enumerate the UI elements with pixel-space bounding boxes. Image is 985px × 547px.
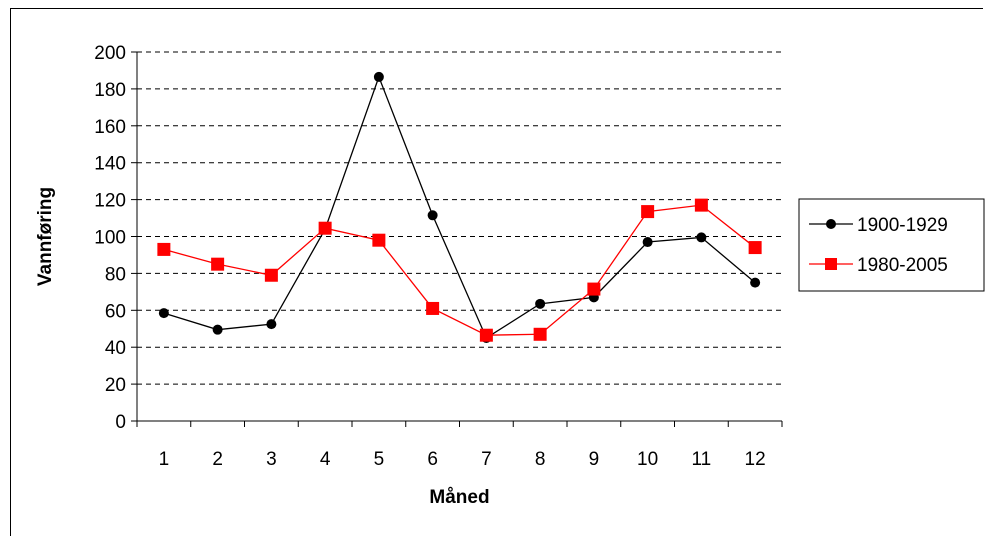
x-tick-label: 4 bbox=[320, 449, 331, 470]
data-point-circle bbox=[158, 308, 169, 319]
data-point-square bbox=[533, 327, 547, 341]
series-line bbox=[163, 204, 756, 336]
data-point-square bbox=[694, 198, 708, 212]
data-point-circle bbox=[642, 237, 653, 248]
data-point-square bbox=[211, 257, 225, 271]
y-tick-label: 60 bbox=[105, 301, 126, 322]
y-tick-label: 20 bbox=[105, 375, 126, 396]
x-tick-label: 11 bbox=[692, 449, 712, 470]
x-tick-label: 6 bbox=[427, 449, 438, 470]
data-point-square bbox=[587, 282, 601, 296]
legend-marker-circle bbox=[826, 219, 836, 229]
y-tick-label: 100 bbox=[94, 228, 126, 249]
data-point-square bbox=[157, 242, 171, 256]
x-tick-label: 8 bbox=[535, 449, 546, 470]
legend-marker-square bbox=[825, 258, 837, 270]
data-point-circle bbox=[266, 319, 277, 330]
y-tick-label: 160 bbox=[94, 117, 126, 138]
legend-label: 1900-1929 bbox=[857, 215, 948, 236]
x-tick-label: 9 bbox=[589, 449, 600, 470]
y-tick-label: 80 bbox=[105, 264, 126, 285]
x-tick-label: 5 bbox=[374, 449, 385, 470]
data-point-square bbox=[479, 328, 493, 342]
data-point-circle bbox=[750, 277, 761, 288]
data-point-circle bbox=[373, 71, 384, 82]
x-tick-label: 7 bbox=[481, 449, 492, 470]
data-point-square bbox=[641, 205, 655, 219]
x-tick-label: 10 bbox=[637, 449, 658, 470]
x-tick-label: 2 bbox=[212, 449, 223, 470]
data-point-circle bbox=[427, 210, 438, 221]
data-point-square bbox=[264, 268, 278, 282]
y-tick-label: 140 bbox=[94, 154, 126, 175]
series-lines bbox=[157, 71, 762, 343]
data-point-square bbox=[318, 221, 332, 235]
gridlines bbox=[137, 51, 782, 385]
x-tick-label: 12 bbox=[745, 449, 766, 470]
y-axis-title: Vannføring bbox=[35, 187, 56, 286]
y-tick-label: 40 bbox=[105, 338, 126, 359]
x-tick-label: 1 bbox=[159, 449, 170, 470]
y-tick-label: 120 bbox=[94, 191, 126, 212]
x-axis-title: Måned bbox=[429, 487, 489, 508]
data-point-circle bbox=[535, 298, 546, 309]
data-point-square bbox=[426, 301, 440, 315]
data-point-circle bbox=[212, 324, 223, 335]
legend-label: 1980-2005 bbox=[857, 255, 948, 276]
data-point-circle bbox=[696, 232, 707, 243]
y-tick-label: 200 bbox=[94, 43, 126, 64]
x-tick-label: 3 bbox=[266, 449, 277, 470]
legend-box bbox=[798, 198, 985, 292]
series-line bbox=[163, 75, 756, 339]
data-point-square bbox=[748, 241, 762, 255]
y-tick-label: 0 bbox=[115, 412, 126, 433]
data-point-square bbox=[372, 233, 386, 247]
legend: 1900-1929 1980-2005 bbox=[798, 198, 985, 292]
chart-area: 0 20 40 60 80 100 120 140 160 180 200 1 2 3 4 5 6 7 8 9 10 11… bbox=[10, 8, 985, 536]
y-tick-label: 180 bbox=[94, 80, 126, 101]
